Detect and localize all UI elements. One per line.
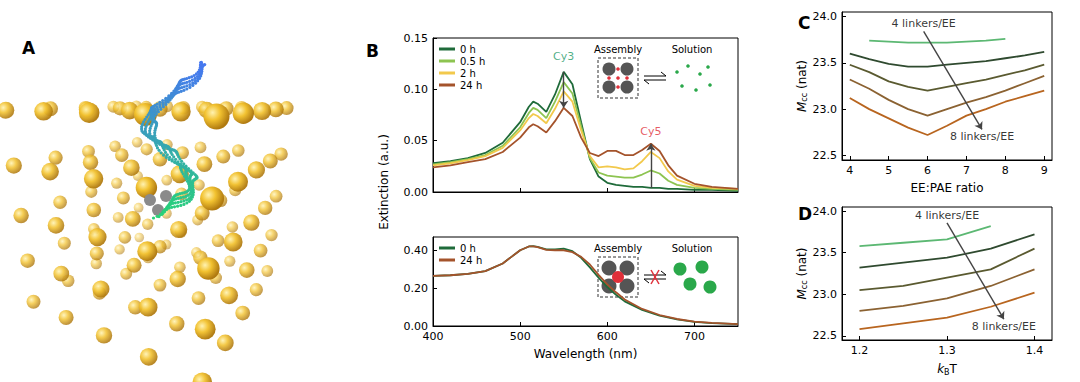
svg-text:Cy5: Cy5 <box>640 125 661 138</box>
svg-text:(nat): (nat) <box>795 248 809 281</box>
svg-text:1.2: 1.2 <box>851 344 869 357</box>
svg-text:0.20: 0.20 <box>404 282 429 295</box>
svg-text:(nat): (nat) <box>795 60 809 93</box>
svg-text:0 h: 0 h <box>460 44 476 55</box>
svg-text:Assembly: Assembly <box>594 243 642 254</box>
svg-text:Solution: Solution <box>672 44 713 55</box>
svg-text:8 linkers/EE: 8 linkers/EE <box>950 130 1014 143</box>
svg-text:23.0: 23.0 <box>813 288 838 301</box>
svg-text:8 linkers/EE: 8 linkers/EE <box>972 320 1036 333</box>
svg-text:500: 500 <box>510 330 531 343</box>
svg-text:C: C <box>798 13 810 33</box>
svg-text:M: M <box>795 101 809 112</box>
svg-text:7: 7 <box>963 164 970 177</box>
svg-text:T: T <box>949 362 958 376</box>
svg-text:A: A <box>22 38 36 58</box>
svg-text:1.4: 1.4 <box>1026 344 1044 357</box>
svg-text:Cy3: Cy3 <box>553 50 574 63</box>
svg-text:cc: cc <box>800 280 809 289</box>
svg-text:0.5 h: 0.5 h <box>460 56 485 67</box>
svg-text:D: D <box>798 204 812 224</box>
svg-text:cc: cc <box>800 93 809 102</box>
svg-text:4 linkers/EE: 4 linkers/EE <box>892 17 956 30</box>
svg-text:0 h: 0 h <box>460 243 476 254</box>
svg-text:9: 9 <box>1041 164 1048 177</box>
svg-text:700: 700 <box>684 330 705 343</box>
svg-text:M: M <box>795 288 809 299</box>
svg-text:5: 5 <box>885 164 892 177</box>
svg-text:EE:PAE ratio: EE:PAE ratio <box>911 181 984 195</box>
svg-text:0.00: 0.00 <box>404 186 429 199</box>
svg-text:24.0: 24.0 <box>813 205 838 218</box>
svg-text:B: B <box>366 41 379 61</box>
svg-text:8: 8 <box>1002 164 1009 177</box>
svg-text:Solution: Solution <box>672 243 713 254</box>
svg-text:23.0: 23.0 <box>813 103 838 116</box>
svg-text:1.3: 1.3 <box>938 344 956 357</box>
svg-text:24 h: 24 h <box>460 255 482 266</box>
svg-text:22.5: 22.5 <box>813 329 838 342</box>
svg-text:4 linkers/EE: 4 linkers/EE <box>915 209 979 222</box>
svg-text:Wavelength (nm): Wavelength (nm) <box>534 347 638 361</box>
svg-text:24.0: 24.0 <box>813 10 838 23</box>
svg-text:6: 6 <box>924 164 931 177</box>
svg-text:600: 600 <box>597 330 618 343</box>
svg-text:24 h: 24 h <box>460 80 482 91</box>
svg-text:0.05: 0.05 <box>404 134 429 147</box>
svg-text:23.5: 23.5 <box>813 246 838 259</box>
svg-text:400: 400 <box>423 330 444 343</box>
svg-text:Assembly: Assembly <box>594 44 642 55</box>
svg-text:23.5: 23.5 <box>813 56 838 69</box>
svg-text:2 h: 2 h <box>460 68 476 79</box>
svg-text:Extinction (a.u.): Extinction (a.u.) <box>377 134 391 230</box>
svg-text:0.40: 0.40 <box>404 244 429 257</box>
svg-text:0.15: 0.15 <box>404 32 429 45</box>
svg-text:0.00: 0.00 <box>403 319 428 333</box>
svg-text:22.5: 22.5 <box>813 149 838 162</box>
svg-text:4: 4 <box>846 164 853 177</box>
html-text:kB: kB <box>937 362 950 377</box>
svg-text:0.10: 0.10 <box>404 83 429 96</box>
